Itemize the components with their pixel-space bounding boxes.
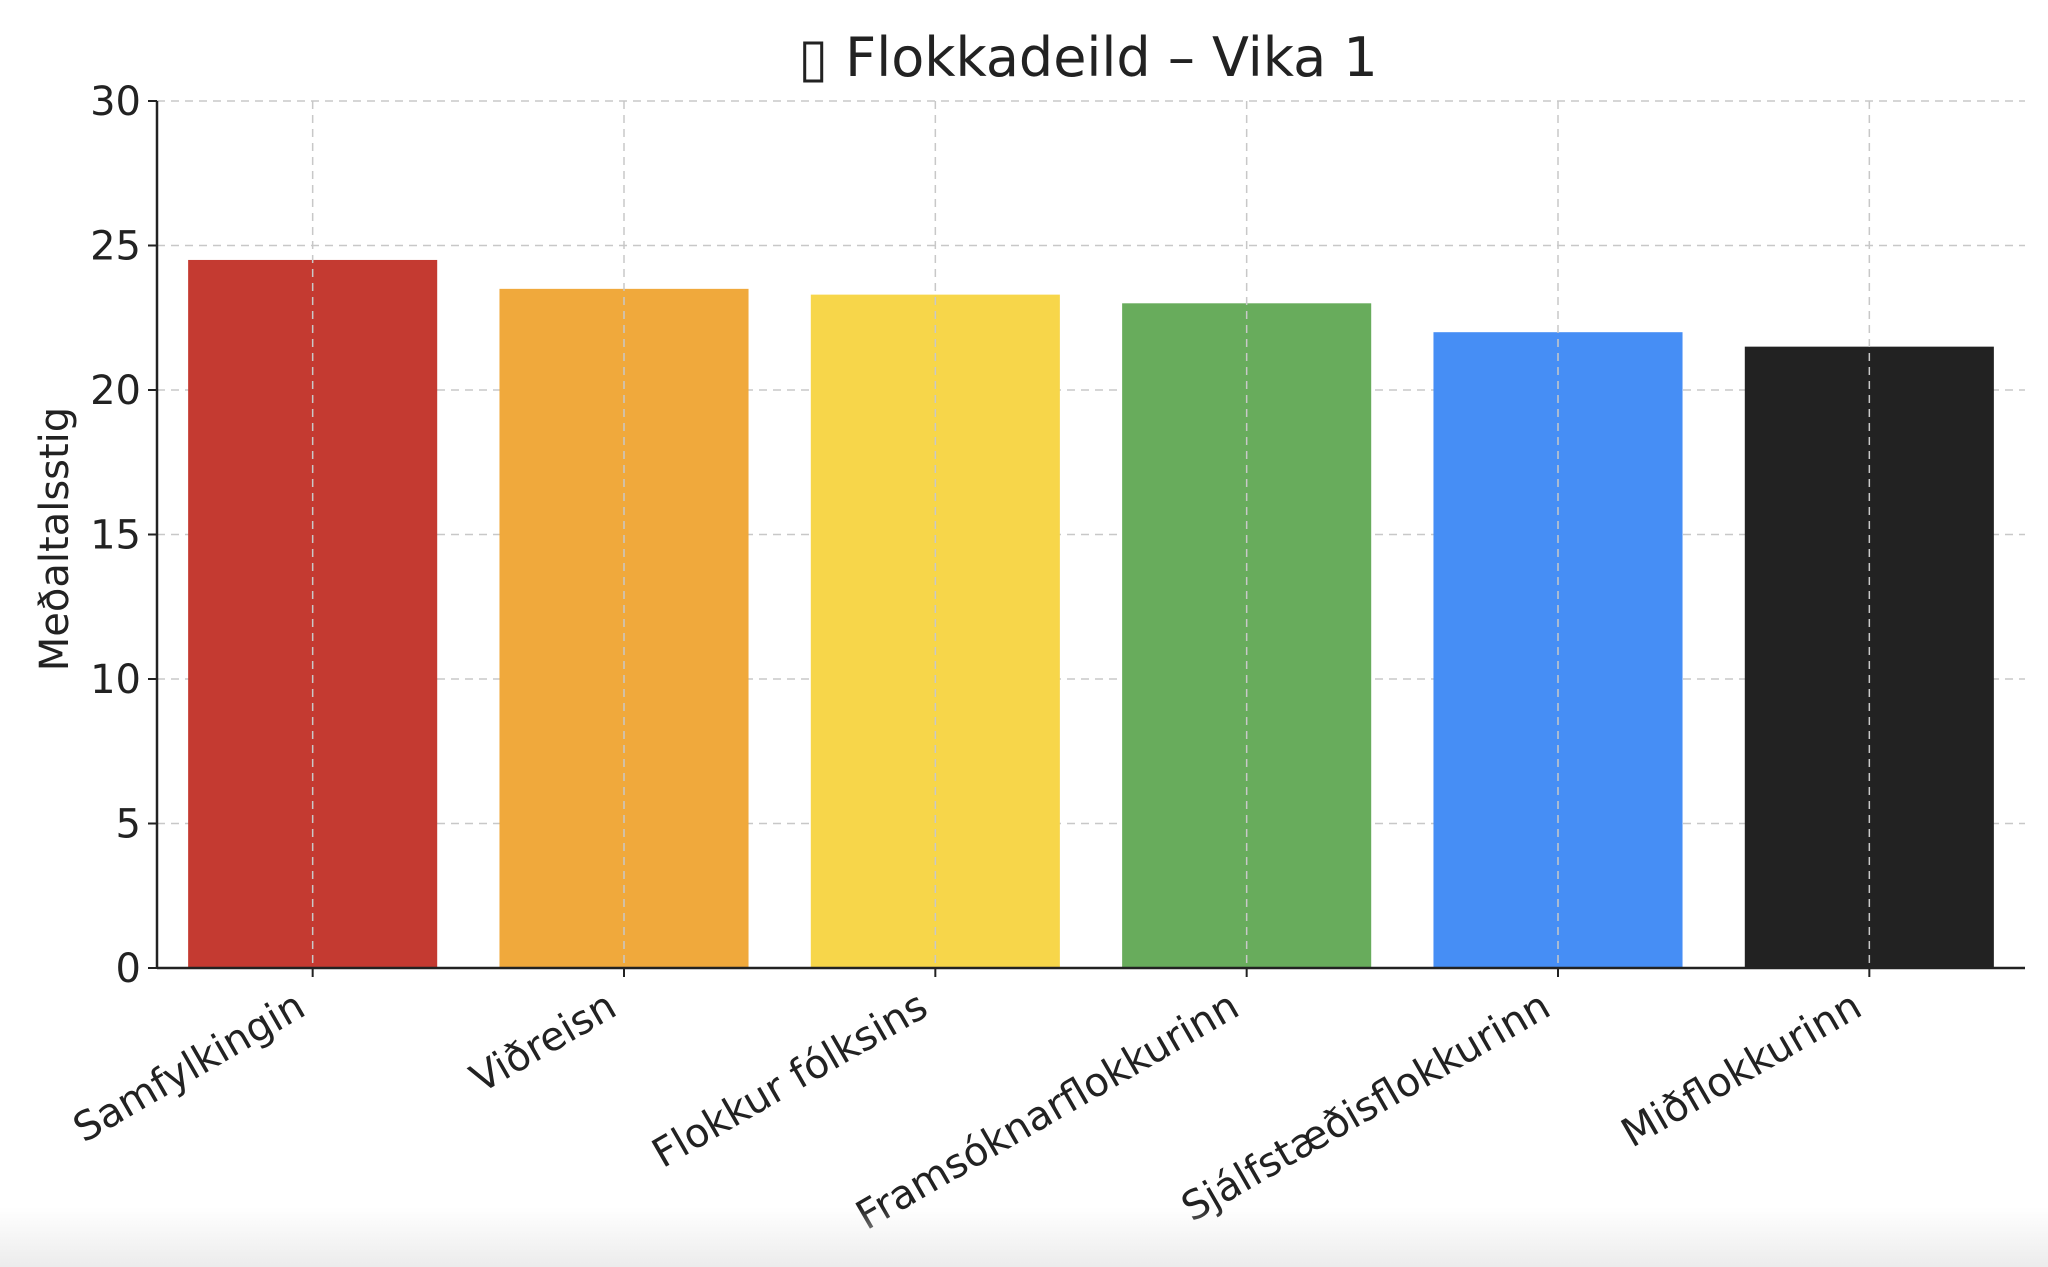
- y-tick-label: 0: [116, 946, 141, 992]
- bar: [810, 294, 1060, 968]
- y-axis-label: Meðaltalsstig: [32, 407, 78, 671]
- chart-title: ▯ Flokkadeild – Vika 1: [798, 26, 1377, 89]
- y-tick-label: 25: [90, 224, 141, 270]
- bar: [499, 288, 749, 969]
- y-tick-label: 10: [90, 657, 141, 703]
- y-tick-label: 20: [90, 368, 141, 414]
- y-tick-label: 15: [90, 513, 141, 559]
- y-tick-labels: 0 5 10 15 20 25 30: [90, 79, 141, 992]
- y-tick-label: 5: [116, 802, 141, 848]
- vertical-grid-lines: [311, 101, 1871, 968]
- y-tick-label: 30: [90, 79, 141, 125]
- axes: [148, 100, 2025, 977]
